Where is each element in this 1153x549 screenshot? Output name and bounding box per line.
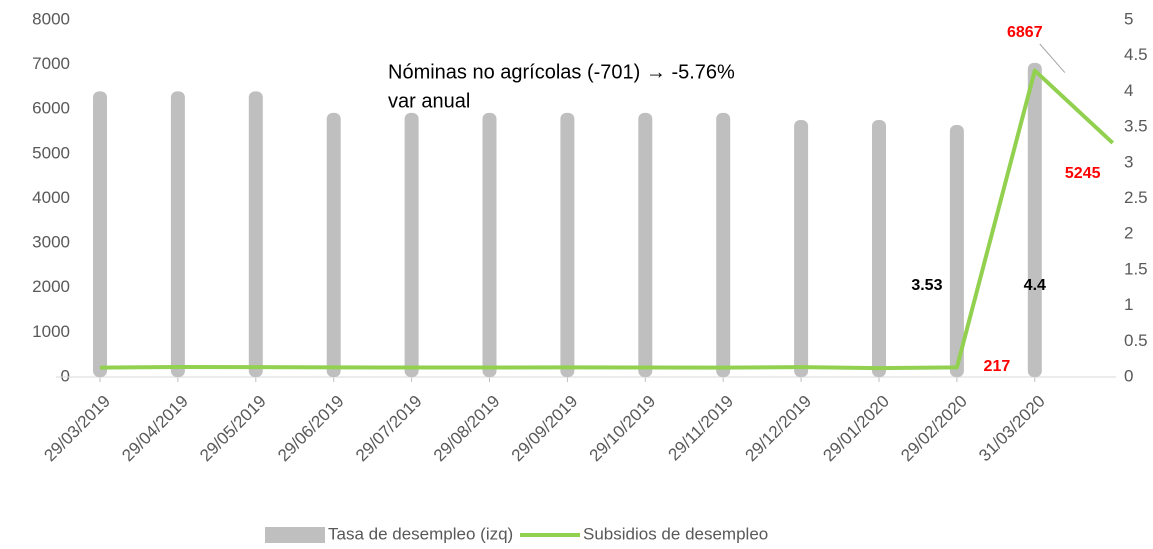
y-tick-label: 5000 <box>32 143 70 162</box>
bar <box>560 112 575 377</box>
bar <box>794 119 809 378</box>
line <box>99 68 1115 371</box>
bar <box>248 91 263 378</box>
annotation: var anual <box>388 90 470 112</box>
x-tick-label: 29/04/2019 <box>118 392 192 466</box>
leader-line <box>1039 43 1066 73</box>
x-tick-label: 29/07/2019 <box>352 392 426 466</box>
bar <box>872 119 886 378</box>
y2-tick-label: 3 <box>1124 152 1133 171</box>
y2-tick-label: 1 <box>1124 295 1133 314</box>
bar <box>93 91 107 378</box>
bar <box>1027 62 1042 378</box>
x-tick-label: 29/12/2019 <box>741 392 815 466</box>
bar <box>326 112 341 377</box>
y-tick-label: 0 <box>61 366 70 385</box>
bar <box>638 112 653 377</box>
y-tick-label: 4000 <box>32 188 70 207</box>
y2-tick-label: 4.5 <box>1124 45 1148 64</box>
x-tick-label: 29/06/2019 <box>274 392 348 466</box>
legend-swatch <box>265 527 325 543</box>
y2-tick-label: 3.5 <box>1124 117 1148 136</box>
x-tick-label: 29/05/2019 <box>196 392 270 466</box>
data-label: 4.4 <box>1024 277 1046 294</box>
legend-label: Subsidios de desempleo <box>583 524 768 543</box>
bar <box>482 112 497 377</box>
y2-tick-label: 2 <box>1124 224 1133 243</box>
x-tick-label: 29/10/2019 <box>586 392 660 466</box>
y2-tick-label: 4 <box>1124 81 1133 100</box>
bar <box>404 112 419 377</box>
y2-tick-label: 0.5 <box>1124 331 1148 350</box>
x-tick-label: 29/02/2020 <box>897 392 971 466</box>
y-tick-label: 2000 <box>32 277 70 296</box>
bar <box>170 91 185 378</box>
data-label: 217 <box>984 358 1011 375</box>
data-label: 3.53 <box>911 277 942 294</box>
y-tick-label: 7000 <box>32 54 70 73</box>
data-label: 6867 <box>1007 24 1043 41</box>
annotation: Nóminas no agrícolas (-701) → -5.76% <box>388 61 735 83</box>
y-tick-label: 1000 <box>32 322 70 341</box>
y2-tick-label: 1.5 <box>1124 259 1148 278</box>
y2-tick-label: 5 <box>1124 9 1133 28</box>
x-tick-label: 29/09/2019 <box>508 392 582 466</box>
x-tick-label: 29/08/2019 <box>430 392 504 466</box>
bar <box>949 124 964 377</box>
y2-tick-label: 2.5 <box>1124 188 1148 207</box>
x-tick-label: 29/03/2019 <box>40 392 114 466</box>
y2-tick-label: 0 <box>1124 366 1133 385</box>
x-tick-label: 31/03/2020 <box>975 392 1049 466</box>
data-label: 5245 <box>1065 165 1101 182</box>
legend-label: Tasa de desempleo (izq) <box>328 524 513 543</box>
x-tick-label: 29/11/2019 <box>664 392 737 465</box>
y-tick-label: 3000 <box>32 233 70 252</box>
x-tick-label: 29/01/2020 <box>819 392 893 466</box>
bar <box>716 112 731 377</box>
y-tick-label: 8000 <box>32 9 70 28</box>
y-tick-label: 6000 <box>32 99 70 118</box>
